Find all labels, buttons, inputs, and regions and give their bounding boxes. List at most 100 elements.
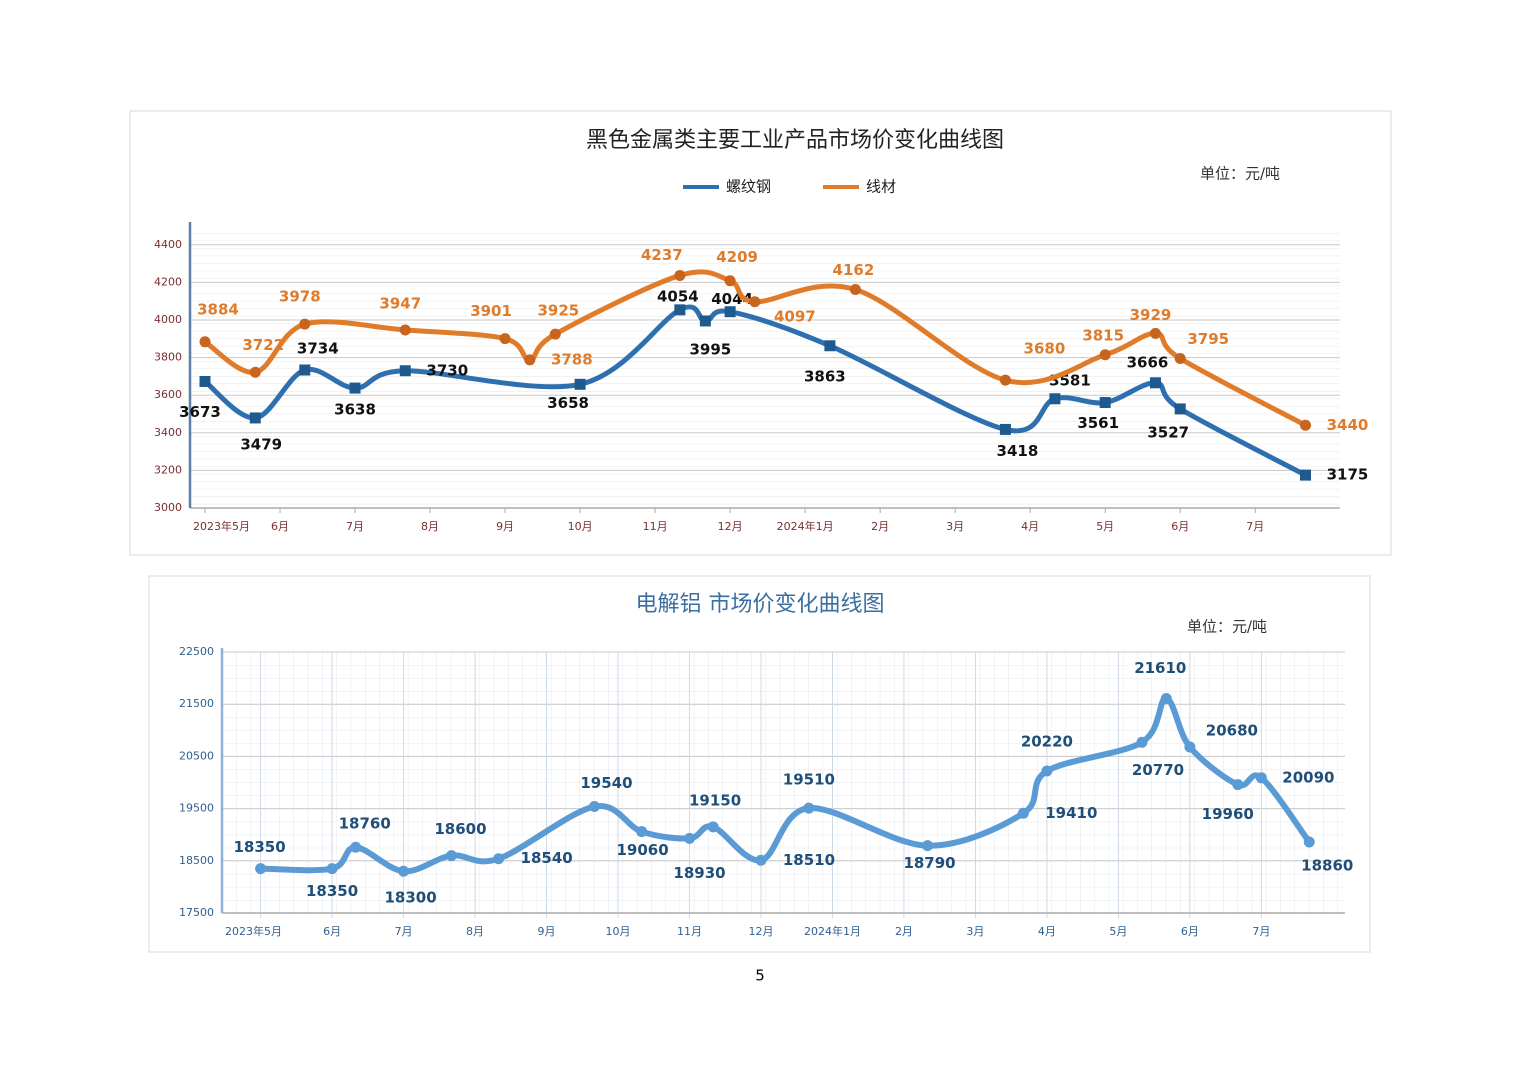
value-label: 3680 — [1024, 340, 1066, 358]
x-tick-label: 5月 — [1096, 520, 1114, 533]
marker — [199, 375, 211, 387]
x-tick-label: 9月 — [538, 925, 556, 938]
value-label: 18540 — [521, 849, 573, 867]
chart-2: 电解铝 市场价变化曲线图 单位：元/吨 17500 18500 19500 20500… — [179, 592, 1353, 938]
x-tick-label: 11月 — [677, 925, 702, 938]
x-tick-label: 10月 — [568, 520, 593, 533]
value-label: 3929 — [1130, 306, 1172, 324]
marker — [326, 863, 338, 875]
value-label: 18790 — [903, 854, 955, 872]
x-tick-label: 6月 — [1181, 925, 1199, 938]
marker — [1184, 741, 1196, 753]
series-line — [203, 269, 1307, 428]
marker — [1232, 779, 1244, 791]
marker — [350, 841, 362, 853]
marker — [588, 801, 600, 813]
y-tick-label: 21500 — [179, 697, 214, 710]
value-label: 20090 — [1282, 768, 1334, 786]
page-number: 5 — [755, 967, 765, 985]
x-tick-label: 12月 — [718, 520, 743, 533]
marker — [399, 365, 411, 377]
value-label: 19540 — [580, 774, 632, 792]
marker — [299, 364, 311, 376]
value-label: 3527 — [1147, 423, 1189, 441]
legend-label: 线材 — [866, 178, 896, 196]
marker — [1149, 327, 1161, 339]
x-tick-label: 4月 — [1021, 520, 1039, 533]
x-tick-label: 2024年1月 — [804, 924, 861, 938]
y-tick-label: 3000 — [154, 501, 182, 514]
marker — [755, 854, 767, 866]
x-tick-label: 6月 — [1171, 520, 1189, 533]
value-label: 18600 — [434, 820, 486, 838]
y-tick-label: 3800 — [154, 351, 182, 364]
y-tick-label: 4400 — [154, 238, 182, 251]
marker — [1303, 836, 1315, 848]
value-label: 3995 — [689, 340, 731, 358]
value-label: 19960 — [1202, 805, 1254, 823]
value-label: 19150 — [689, 791, 741, 809]
x-tick-label: 5月 — [1109, 925, 1127, 938]
marker — [683, 832, 695, 844]
value-label: 3947 — [379, 294, 421, 312]
marker — [1041, 765, 1053, 777]
x-tick-label: 2024年1月 — [777, 519, 834, 533]
legend-label: 螺纹钢 — [726, 178, 771, 196]
value-label: 3925 — [537, 302, 579, 320]
marker — [1174, 353, 1186, 365]
marker — [493, 853, 505, 865]
minor-grid — [190, 226, 1340, 508]
y-tick-label: 3600 — [154, 388, 182, 401]
x-tick-label: 2023年5月 — [193, 519, 250, 533]
x-tick-label: 11月 — [643, 520, 668, 533]
value-label: 3561 — [1077, 414, 1119, 432]
marker — [299, 318, 311, 330]
marker — [674, 269, 686, 281]
value-label: 18760 — [339, 815, 391, 833]
value-label: 4097 — [774, 307, 816, 325]
marker — [674, 304, 686, 316]
y-tick-label: 17500 — [179, 906, 214, 919]
x-tick-label: 8月 — [421, 520, 439, 533]
value-label: 3673 — [179, 403, 221, 421]
value-label: 18930 — [673, 864, 725, 882]
value-label: 19060 — [617, 841, 669, 859]
value-label: 19510 — [783, 771, 835, 789]
x-tick-label: 6月 — [271, 520, 289, 533]
value-label: 3638 — [334, 401, 376, 419]
marker — [499, 333, 511, 345]
value-label: 4237 — [641, 246, 683, 264]
value-label: 3479 — [240, 435, 282, 453]
value-label: 3666 — [1127, 353, 1169, 371]
x-tick-label: 3月 — [946, 520, 964, 533]
x-tick-label: 9月 — [496, 520, 514, 533]
value-label: 3581 — [1049, 371, 1091, 389]
marker — [724, 306, 736, 318]
value-label: 4054 — [657, 287, 699, 305]
marker — [255, 863, 267, 875]
chart-title: 电解铝 市场价变化曲线图 — [636, 592, 885, 617]
value-label: 3175 — [1327, 466, 1369, 484]
x-tick-label: 8月 — [466, 925, 484, 938]
value-label: 3730 — [426, 361, 468, 379]
marker — [249, 366, 261, 378]
marker — [1017, 807, 1029, 819]
x-tick-label: 7月 — [1252, 925, 1270, 938]
marker — [398, 865, 410, 877]
chart-1: 黑色金属类主要工业产品市场价变化曲线图 单位：元/吨 3000 3200 3400 3… — [154, 128, 1368, 533]
value-label: 19410 — [1045, 804, 1097, 822]
unit-label: 单位：元/吨 — [1187, 618, 1267, 636]
x-tick-label: 2月 — [871, 520, 889, 533]
x-tick-label: 7月 — [346, 520, 364, 533]
y-tick-label: 19500 — [179, 802, 214, 815]
value-label: 3978 — [279, 288, 321, 306]
value-label: 3901 — [470, 302, 512, 320]
marker — [824, 340, 836, 352]
y-tick-label: 22500 — [179, 645, 214, 658]
value-label: 3788 — [551, 350, 593, 368]
x-tick-label: 4月 — [1038, 925, 1056, 938]
value-label: 3734 — [297, 340, 339, 358]
x-tick-label: 7月 — [1246, 520, 1264, 533]
marker — [999, 374, 1011, 386]
